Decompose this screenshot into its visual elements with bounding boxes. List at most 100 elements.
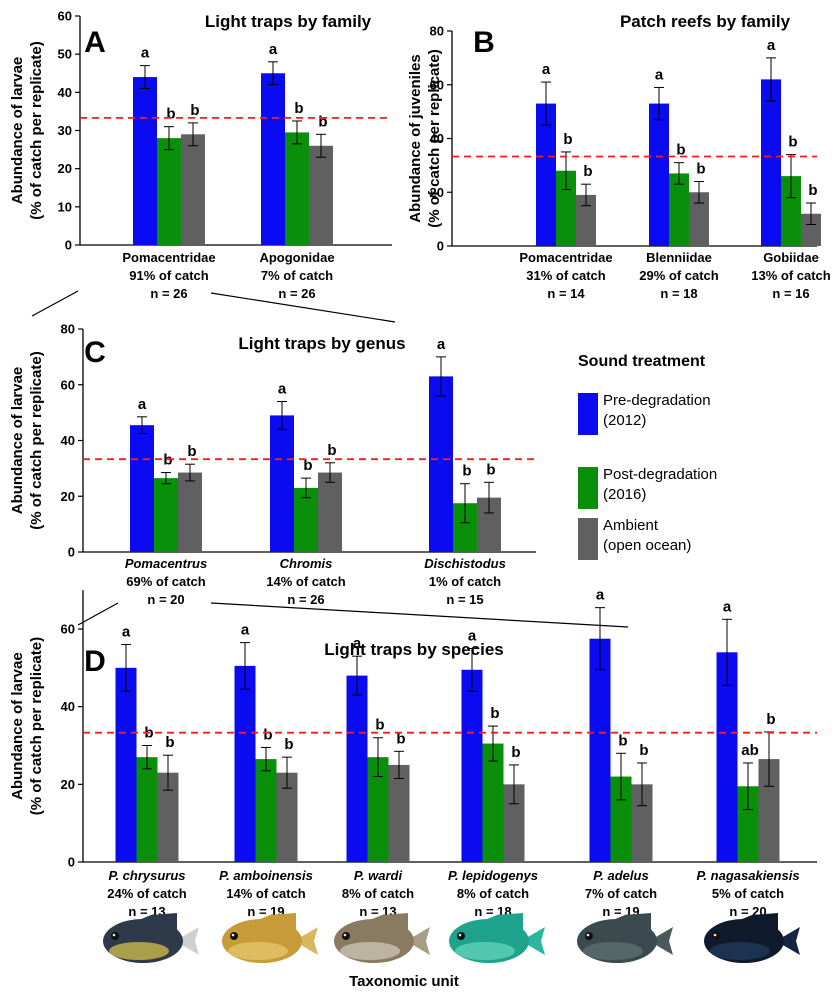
connector-line — [210, 292, 396, 323]
bar-ambient — [178, 472, 202, 552]
category-name: P. lepidogenys — [448, 868, 538, 883]
significance-letter: ab — [741, 742, 759, 759]
panel-letter: A — [84, 26, 106, 59]
fish-tail — [175, 927, 199, 955]
y-tick-label: 20 — [430, 185, 444, 200]
significance-letter: a — [767, 37, 776, 54]
significance-letter: b — [563, 131, 572, 148]
significance-letter: a — [122, 624, 131, 641]
category-name: P. adelus — [593, 868, 648, 883]
category-catch: 14% of catch — [266, 574, 346, 589]
bar-post — [610, 776, 632, 862]
category-group: a b b Gobiidae 13% of catch n = 16 — [751, 37, 831, 301]
bar-ambient — [801, 213, 821, 246]
significance-letter: b — [190, 102, 199, 119]
fish-tail — [406, 927, 430, 955]
significance-letter: a — [655, 66, 664, 83]
connector-line — [210, 602, 629, 628]
y-axis-title-line1: Abundance of larvae — [9, 57, 26, 205]
panel-title: Patch reefs by family — [620, 12, 791, 31]
bar-pre — [536, 103, 556, 246]
significance-letter: b — [303, 457, 312, 474]
fish-eye-highlight — [713, 933, 717, 937]
fish-eye-highlight — [343, 933, 347, 937]
category-name: Pomacentridae — [122, 250, 215, 265]
category-group: a b b Dischistodus 1% of catch n = 15 — [424, 336, 506, 607]
fish-eye — [712, 932, 720, 940]
significance-letter: b — [327, 442, 336, 459]
category-name: Pomacentrus — [125, 556, 207, 571]
bar-pre — [270, 415, 294, 552]
fish-dorsal-fin — [708, 913, 778, 933]
significance-letter: b — [676, 142, 685, 159]
bar-pre — [234, 665, 256, 862]
y-tick-label: 40 — [58, 85, 72, 100]
fish-dorsal-fin — [107, 913, 177, 933]
fish-eye-highlight — [112, 933, 116, 937]
connector-line — [31, 290, 79, 317]
significance-letter: b — [284, 736, 293, 753]
bar-post — [669, 173, 689, 246]
category-catch: 13% of catch — [751, 268, 831, 283]
y-axis-title-line1: Abundance of larvae — [9, 367, 26, 515]
bar-post — [781, 176, 801, 246]
bar-ambient — [157, 772, 179, 862]
legend-title: Sound treatment — [578, 353, 706, 370]
panel-d: 0 20 40 60 Abundance of larvae (% of catch pe… — [9, 587, 817, 919]
legend-label-line1: Post-degradation — [603, 466, 717, 483]
fish-eye-highlight — [586, 933, 590, 937]
bar-ambient — [309, 145, 333, 245]
bar-ambient — [181, 134, 205, 245]
category-group: a bb Pomacentridae 31% of catch n = 14 — [519, 61, 612, 301]
category-name: P. nagasakiensis — [696, 868, 799, 883]
significance-letter: b — [583, 163, 592, 180]
significance-letter: b — [263, 726, 272, 743]
panel-a: 0 10 20 30 40 50 60 Abundance of larvae (% of ca… — [9, 9, 392, 301]
category-n: n = 14 — [547, 286, 585, 301]
bar-ambient — [276, 772, 298, 862]
legend-swatch — [578, 393, 598, 435]
y-tick-label: 60 — [61, 377, 75, 392]
legend-entry-post: Post-degradation (2016) — [578, 466, 717, 509]
y-tick-label: 40 — [61, 433, 75, 448]
significance-letter: b — [490, 705, 499, 722]
category-n: n = 26 — [287, 592, 324, 607]
significance-letter: b — [396, 730, 405, 747]
significance-letter: a — [138, 396, 147, 413]
fish-belly — [340, 942, 400, 960]
category-n: n = 15 — [446, 592, 483, 607]
fish-tail — [776, 927, 800, 955]
y-axis-title-line2: (% of catch per replicate) — [28, 41, 45, 219]
category-name: Dischistodus — [424, 556, 506, 571]
y-tick-label: 20 — [58, 161, 72, 176]
bar-post — [294, 487, 318, 552]
y-axis-title-line1: Abundance of juveniles — [407, 54, 424, 222]
category-name: Apogonidae — [259, 250, 334, 265]
panel-c: 0 20 40 60 80 Abundance of larvae (% of catch … — [9, 322, 536, 607]
significance-letter: a — [596, 587, 605, 604]
bar-pre — [130, 425, 154, 552]
fish-dorsal-fin — [581, 913, 651, 933]
fish-belly — [455, 942, 515, 960]
legend-swatch — [578, 467, 598, 509]
significance-letter: b — [165, 734, 174, 751]
fish-tail — [649, 927, 673, 955]
category-name: Chromis — [280, 556, 333, 571]
legend-label-line2: (2016) — [603, 486, 646, 503]
category-catch: 69% of catch — [126, 574, 206, 589]
significance-letter: a — [269, 41, 278, 58]
fish-dorsal-fin — [453, 913, 523, 933]
category-n: n = 26 — [150, 286, 187, 301]
legend-label-line2: (open ocean) — [603, 537, 691, 554]
bar-pre — [261, 73, 285, 245]
y-axis-title: Abundance of larvae (% of catch per repli… — [9, 41, 45, 219]
significance-letter: b — [318, 113, 327, 130]
bar-pre — [133, 77, 157, 245]
y-tick-label: 20 — [61, 489, 75, 504]
fish-photo-wardi-icon — [334, 913, 430, 963]
category-catch: 29% of catch — [639, 268, 719, 283]
